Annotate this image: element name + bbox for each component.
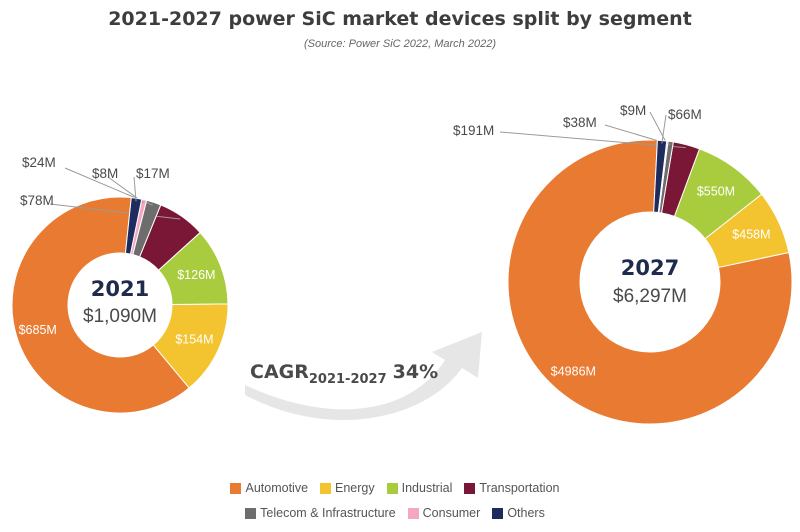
slice-2027-others	[653, 139, 668, 214]
legend-swatch-telecom-infrastructure	[245, 507, 257, 519]
data-label-2027-transportation: $191M	[453, 123, 494, 138]
legend-label-consumer: Consumer	[422, 506, 481, 520]
legend-swatch-others	[492, 507, 504, 519]
leader-line-2021-transportation	[49, 203, 181, 220]
legend-swatch-industrial	[386, 482, 398, 494]
donut-hole-2021	[69, 254, 171, 356]
legend-label-energy: Energy	[335, 481, 375, 495]
leader-line-2027-others	[661, 114, 667, 144]
legend-item-others: Others	[492, 506, 545, 520]
data-label-2027-telecom-infrastructure: $38M	[563, 115, 597, 130]
donut-hole-2027	[581, 213, 719, 351]
donut-2027: $4986M $458M $550M $191M $38M $9M $66M 2027 $6,2…	[453, 103, 793, 425]
legend-item-energy: Energy	[320, 481, 375, 495]
legend-swatch-energy	[320, 482, 332, 494]
cagr-arrow	[245, 332, 482, 420]
legend-item-industrial: Industrial	[386, 481, 453, 495]
legend-row-2: Telecom & Infrastructure Consumer Others	[160, 506, 630, 520]
slice-2027-transportation	[660, 141, 701, 218]
chart-subtitle: (Source: Power SiC 2022, March 2022)	[304, 38, 496, 50]
chart-title: 2021-2027 power SiC market devices split…	[108, 8, 692, 30]
data-label-2021-automotive: $685M	[19, 323, 57, 337]
slice-2021-others	[124, 197, 143, 255]
leader-line-2027-transportation	[499, 131, 686, 149]
slice-2021-transportation	[138, 204, 201, 271]
slice-2027-industrial	[673, 148, 763, 240]
data-label-2021-industrial: $126M	[177, 268, 215, 282]
data-label-2021-telecom-infrastructure: $24M	[22, 155, 56, 170]
legend-item-transportation: Transportation	[464, 481, 560, 495]
data-label-2021-transportation: $78M	[20, 193, 54, 208]
legend-label-transportation: Transportation	[479, 481, 560, 495]
center-total-2021: $1,090M	[83, 306, 157, 327]
data-label-2021-others: $17M	[136, 166, 170, 181]
leader-line-2027-consumer	[649, 111, 668, 145]
data-label-2021-energy: $154M	[175, 332, 213, 346]
center-year-2027: 2027	[621, 256, 679, 280]
slice-2021-energy	[152, 303, 229, 389]
legend-swatch-transportation	[464, 482, 476, 494]
legend-label-telecom-infrastructure: Telecom & Infrastructure	[260, 506, 396, 520]
legend-item-consumer: Consumer	[407, 506, 481, 520]
legend-row-1: Automotive Energy Industrial Transportation	[160, 481, 630, 495]
legend-label-automotive: Automotive	[245, 481, 309, 495]
cagr-label: CAGR2021-2027 34%	[250, 361, 438, 387]
slice-2021-telecom-infrastructure	[132, 199, 162, 258]
legend-swatch-automotive	[230, 482, 242, 494]
leader-line-2021-others	[133, 176, 137, 202]
slice-2027-automotive	[507, 139, 793, 425]
legend-swatch-consumer	[407, 507, 419, 519]
data-label-2027-energy: $458M	[732, 227, 770, 241]
donut-2021: $685M $154M $126M $78M $24M $8M $17M 2021 $1,090…	[11, 155, 229, 414]
legend-label-industrial: Industrial	[401, 481, 453, 495]
slice-2021-industrial	[157, 231, 229, 305]
data-label-2021-consumer: $8M	[92, 166, 118, 181]
legend-item-automotive: Automotive	[230, 481, 308, 495]
legend-label-others: Others	[507, 506, 545, 520]
center-total-2027: $6,297M	[613, 286, 687, 307]
legend-item-telecom-infrastructure: Telecom & Infrastructure	[245, 506, 396, 520]
data-label-2027-automotive: $4986M	[551, 365, 596, 379]
data-label-2027-others: $66M	[668, 107, 702, 122]
slice-2021-automotive	[11, 196, 190, 414]
data-label-2027-consumer: $9M	[620, 103, 646, 118]
data-label-2027-industrial: $550M	[697, 185, 735, 199]
center-year-2021: 2021	[91, 277, 149, 301]
slice-2027-energy	[704, 193, 790, 269]
